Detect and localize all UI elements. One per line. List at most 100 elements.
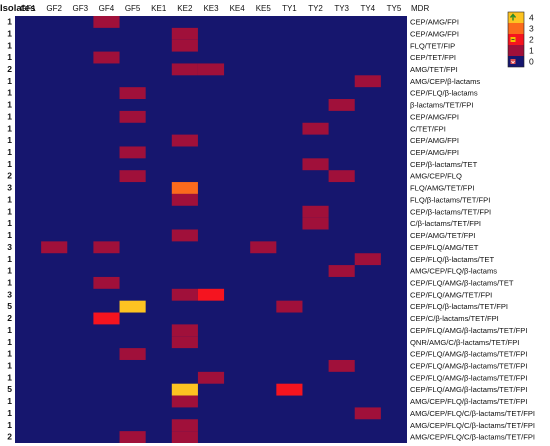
row-mdr-label: CEP/FLQ/β-lactams/TET/FPI xyxy=(410,302,508,311)
legend-swatch xyxy=(508,34,524,45)
heatmap-cell xyxy=(171,288,198,301)
row-isolate-count: 1 xyxy=(7,396,12,406)
row-mdr-label: CEP/FLQ/β-lactams/TET xyxy=(410,255,494,264)
row-isolate-count: 1 xyxy=(7,88,12,98)
row-isolate-count: 1 xyxy=(7,123,12,133)
heatmap-cell xyxy=(354,253,381,266)
row-mdr-label: CEP/C/β-lactams/TET/FPI xyxy=(410,314,499,323)
heatmap-cell xyxy=(119,300,146,313)
row-mdr-label: AMG/CEP/β-lactams xyxy=(410,77,480,86)
isolates-header: Isolates xyxy=(0,3,35,14)
row-mdr-label: CEP/AMG/TET/FPI xyxy=(410,231,475,240)
row-isolate-count: 1 xyxy=(7,17,12,27)
heatmap-cell xyxy=(171,193,198,206)
heatmap-cell xyxy=(171,383,198,396)
heatmap-cell xyxy=(354,407,381,420)
heatmap-cell xyxy=(302,217,329,230)
up-arrow-icon xyxy=(509,13,517,21)
row-mdr-label: C/β-lactams/TET/FPI xyxy=(410,219,481,228)
row-mdr-label: CEP/AMG/FPI xyxy=(410,112,459,121)
heatmap-cell xyxy=(171,27,198,40)
column-labels: GF1 GF2 GF3 GF4 GF5 KE1 KE2 KE3 KE4 KE5 TY1 TY2 TY3 T… xyxy=(20,4,402,13)
row-mdr-label: AMG/CEP/FLQ/C/β-lactams/TET/FPI xyxy=(410,409,535,418)
row-isolate-count: 1 xyxy=(7,218,12,228)
row-mdr-label: CEP/FLQ/AMG/TET/FPI xyxy=(410,290,492,299)
row-mdr-label: C/TET/FPI xyxy=(410,124,446,133)
row-isolate-count: 1 xyxy=(7,349,12,359)
column-label: GF2 xyxy=(46,4,62,13)
row-isolate-count: 3 xyxy=(7,289,12,299)
row-mdr-label: CEP/AMG/FPI xyxy=(410,136,459,145)
row-mdr-label: CEP/AMG/FPI xyxy=(410,18,459,27)
row-mdr-label: AMG/CEP/FLQ/β-lactams/TET/FPI xyxy=(410,397,527,406)
row-mdr-label: FLQ/β-lactams/TET/FPI xyxy=(410,195,490,204)
legend-label: 3 xyxy=(529,24,534,34)
heatmap-cell xyxy=(171,182,198,194)
row-isolate-count: 5 xyxy=(7,384,12,394)
column-label: TY5 xyxy=(387,4,402,13)
row-isolate-count: 1 xyxy=(7,100,12,110)
heatmap-cell xyxy=(41,241,68,254)
heatmap-cell xyxy=(276,300,303,313)
row-mdr-label: AMG/CEP/FLQ/β-lactams xyxy=(410,267,497,276)
legend-swatch xyxy=(508,23,524,34)
row-isolate-count: 3 xyxy=(7,242,12,252)
row-isolate-count: 1 xyxy=(7,372,12,382)
row-isolate-count: 1 xyxy=(7,325,12,335)
row-isolate-count: 2 xyxy=(7,432,12,442)
column-label: KE5 xyxy=(256,4,272,13)
legend-swatch xyxy=(508,12,524,23)
row-isolate-count: 1 xyxy=(7,147,12,157)
legend-swatch xyxy=(508,45,524,56)
column-label: TY1 xyxy=(282,4,297,13)
heatmap-cell xyxy=(328,170,355,183)
row-mdr-label: CEP/FLQ/AMG/β-lactams/TET/FPI xyxy=(410,373,527,382)
column-label: GF1 xyxy=(20,4,36,13)
row-mdr-label: AMG/CEP/FLQ/C/β-lactams/TET/FPI xyxy=(410,433,535,442)
row-isolate-count: 1 xyxy=(7,40,12,50)
heatmap-cell xyxy=(171,431,198,443)
legend-label: 2 xyxy=(529,35,534,45)
heatmap-cell xyxy=(171,419,198,432)
row-mdr-labels: CEP/AMG/FPI CEP/AMG/FPI FLQ/TET/FIP CEP/TET… xyxy=(410,18,535,442)
row-isolate-count: 1 xyxy=(7,52,12,62)
row-isolate-count: 1 xyxy=(7,254,12,264)
heatmap-cell xyxy=(93,241,120,254)
legend-swatch xyxy=(508,56,524,67)
row-mdr-label: CEP/FLQ/AMG/β-lactams/TET/FPI xyxy=(410,385,527,394)
row-mdr-label: FLQ/AMG/TET/FPI xyxy=(410,184,475,193)
column-label: GF4 xyxy=(99,4,115,13)
column-label: TY3 xyxy=(334,4,349,13)
row-mdr-label: AMG/CEP/FLQ/C/β-lactams/TET/FPI xyxy=(410,421,535,430)
column-label: GF3 xyxy=(73,4,89,13)
mdr-header: MDR xyxy=(411,4,429,13)
heatmap-cell xyxy=(197,371,225,384)
row-isolate-count: 1 xyxy=(7,266,12,276)
row-mdr-label: QNR/AMG/C/β-lactams/TET/FPI xyxy=(410,338,519,347)
row-isolate-count: 1 xyxy=(7,111,12,121)
row-mdr-label: AMG/CEP/FLQ xyxy=(410,172,462,181)
heatmap-cell xyxy=(119,146,146,159)
heatmap-cell xyxy=(171,324,198,337)
row-mdr-label: CEP/FLQ/AMG/TET xyxy=(410,243,479,252)
row-isolate-count: 1 xyxy=(7,28,12,38)
heatmap-cell xyxy=(302,205,329,218)
row-isolate-count: 1 xyxy=(7,361,12,371)
heatmap-cell xyxy=(328,265,355,277)
row-mdr-label: CEP/TET/FPI xyxy=(410,53,456,62)
heatmap-cell xyxy=(119,348,146,360)
row-mdr-label: CEP/AMG/FPI xyxy=(410,148,459,157)
row-isolate-count: 1 xyxy=(7,159,12,169)
heatmap-cell xyxy=(93,51,120,64)
row-mdr-label: CEP/β-lactams/TET/FPI xyxy=(410,207,491,216)
legend-label: 0 xyxy=(529,57,534,67)
heatmap-cells xyxy=(15,16,407,443)
legend-label: 1 xyxy=(529,46,534,56)
row-mdr-label: AMG/TET/FPI xyxy=(410,65,458,74)
row-mdr-label: CEP/FLQ/AMG/β-lactams/TET/FPI xyxy=(410,350,527,359)
row-isolate-count: 1 xyxy=(7,206,12,216)
row-isolate-count: 2 xyxy=(7,313,12,323)
row-mdr-label: CEP/FLQ/AMG/β-lactams/TET xyxy=(410,278,514,287)
column-label: GF5 xyxy=(125,4,141,13)
